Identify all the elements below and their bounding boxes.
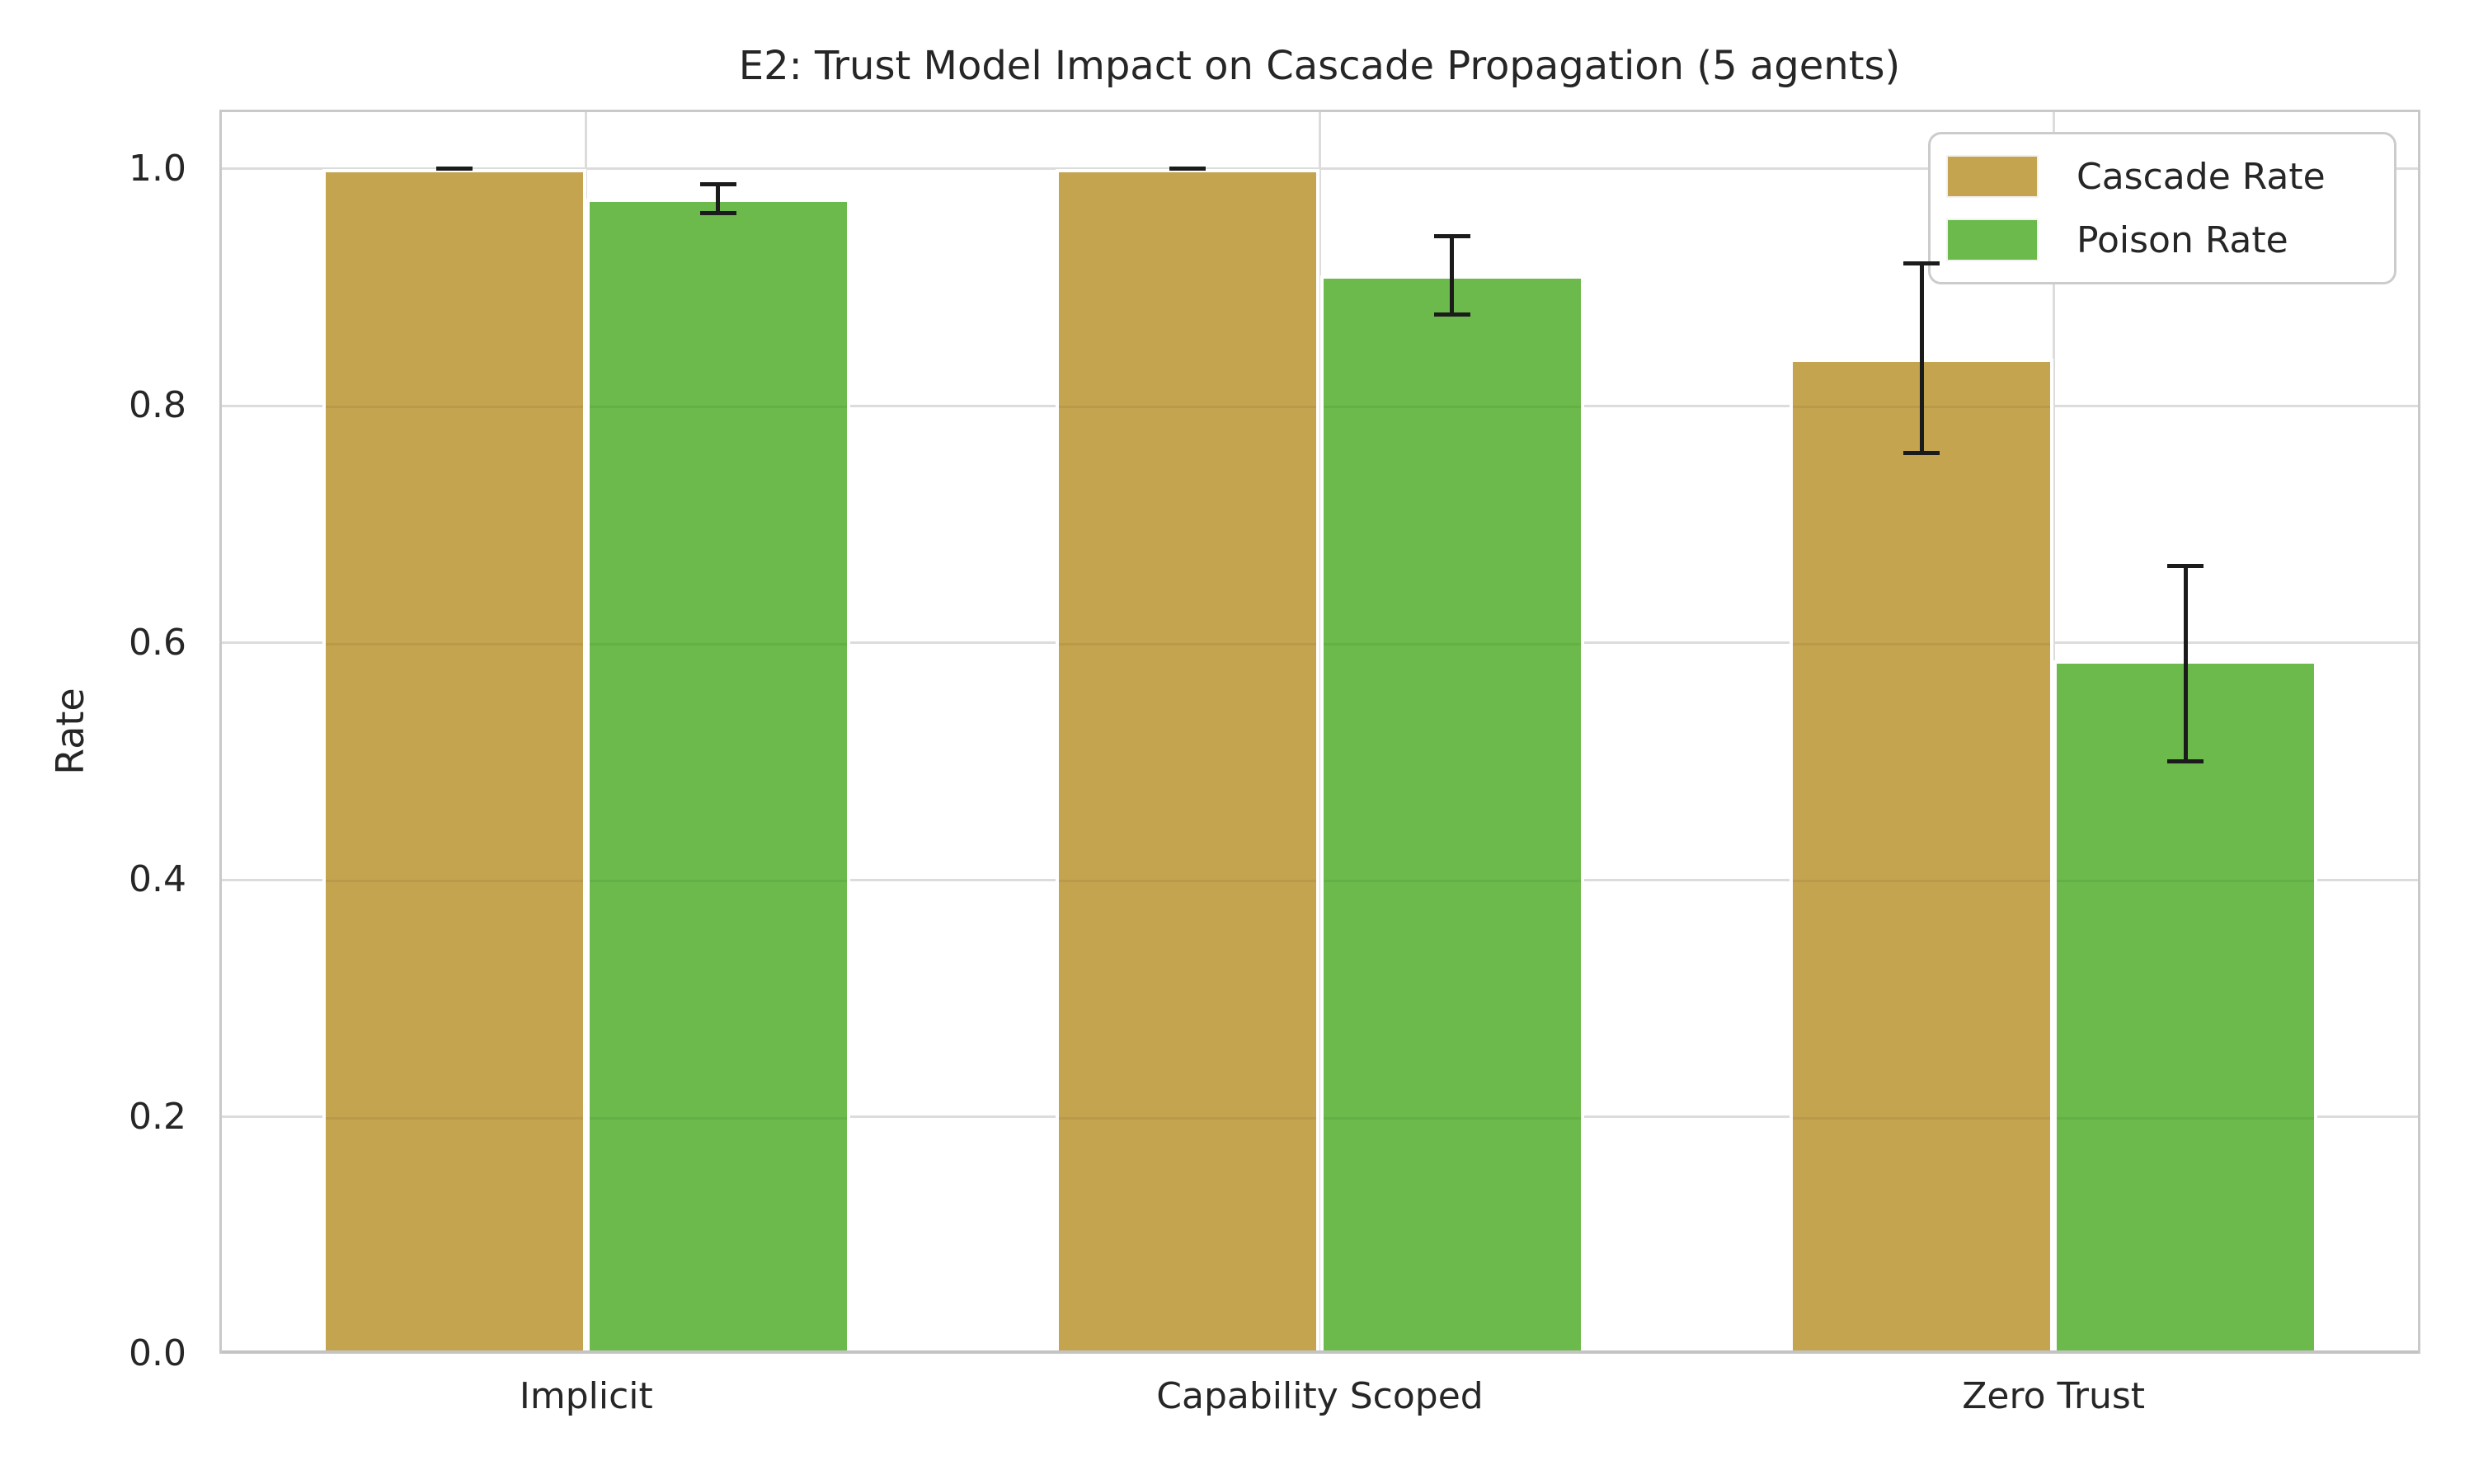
bar-gridline-tint <box>1792 880 2051 883</box>
y-axis-label: Rate <box>48 688 92 775</box>
legend-item-cascade-rate: Cascade Rate <box>1946 155 2394 198</box>
legend-item-poison-rate: Poison Rate <box>1946 218 2394 261</box>
x-tick-label: Capability Scoped <box>1156 1375 1484 1417</box>
bar-gridline-tint <box>1323 880 1581 883</box>
bar-gridline-tint <box>325 406 583 409</box>
bar-gridline-tint <box>2057 1116 2315 1120</box>
legend-swatch-poison-rate <box>1946 218 2039 261</box>
spine-left <box>219 110 222 1354</box>
y-tick-label: 1.0 <box>129 147 186 190</box>
x-tick-label: Zero Trust <box>1962 1375 2146 1417</box>
bar-gridline-tint <box>1792 642 2051 646</box>
bar-gridline-tint <box>589 1116 848 1120</box>
spine-bottom <box>219 1350 2420 1354</box>
y-tick-label: 0.0 <box>129 1332 186 1374</box>
bar-cascade-rate <box>1789 358 2054 1354</box>
bar-gridline-tint <box>1059 642 1317 646</box>
bar-gridline-tint <box>1323 406 1581 409</box>
chart-title: E2: Trust Model Impact on Cascade Propag… <box>738 43 1901 89</box>
bar-gridline-tint <box>589 406 848 409</box>
bar-poison-rate <box>2053 660 2318 1354</box>
spine-top <box>219 110 2420 112</box>
legend-swatch-cascade-rate <box>1946 155 2039 198</box>
y-tick-label: 0.6 <box>129 621 186 664</box>
y-tick-label: 0.4 <box>129 858 186 901</box>
bar-gridline-tint <box>1059 1116 1317 1120</box>
spine-right <box>2418 110 2420 1354</box>
legend: Cascade Rate Poison Rate <box>1928 132 2396 284</box>
bar-gridline-tint <box>1323 1116 1581 1120</box>
bar-gridline-tint <box>2057 880 2315 883</box>
bar-gridline-tint <box>589 880 848 883</box>
legend-label-poison-rate: Poison Rate <box>2077 218 2288 261</box>
bar-gridline-tint <box>325 642 583 646</box>
bar-gridline-tint <box>325 1116 583 1120</box>
bar-poison-rate <box>586 198 851 1354</box>
bar-gridline-tint <box>325 880 583 883</box>
bar-gridline-tint <box>1059 406 1317 409</box>
bar-gridline-tint <box>1792 1116 2051 1120</box>
x-tick-label: Implicit <box>519 1375 653 1417</box>
bar-gridline-tint <box>589 642 848 646</box>
legend-label-cascade-rate: Cascade Rate <box>2077 155 2326 198</box>
bar-cascade-rate <box>322 168 586 1354</box>
bar-gridline-tint <box>1059 880 1317 883</box>
bar-cascade-rate <box>1056 168 1320 1354</box>
bar-poison-rate <box>1319 275 1584 1354</box>
y-tick-label: 0.2 <box>129 1095 186 1138</box>
plot-area <box>219 110 2420 1354</box>
y-tick-label: 0.8 <box>129 384 186 427</box>
bar-gridline-tint <box>1792 406 2051 409</box>
bar-gridline-tint <box>1323 642 1581 646</box>
